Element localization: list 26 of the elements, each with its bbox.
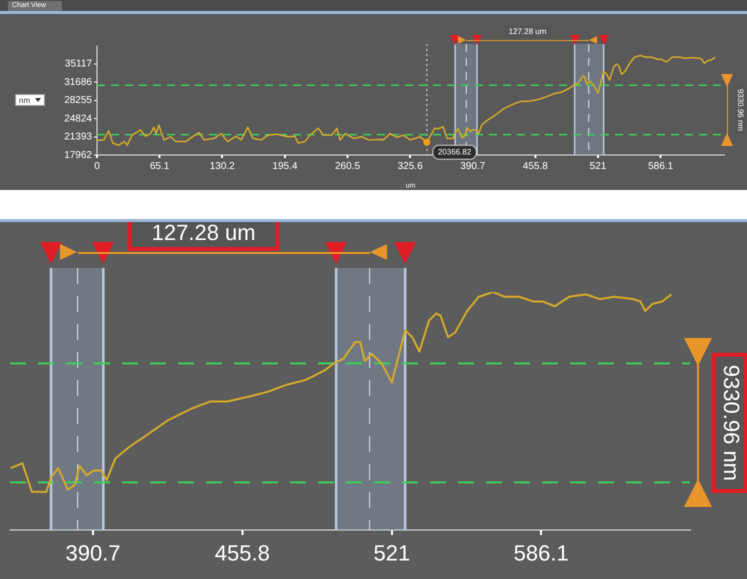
x-tick-label: 65.1 bbox=[150, 160, 170, 172]
x-tick-label: 195.4 bbox=[272, 160, 298, 172]
text: 127.28 um bbox=[508, 27, 547, 36]
y-tick-label: 31686 bbox=[64, 76, 92, 88]
text: 127.28 um bbox=[152, 220, 256, 246]
x-tick-label: 325.6 bbox=[398, 160, 424, 172]
x-tick-label: 455.8 bbox=[214, 540, 270, 566]
text: 9330.96 nm bbox=[736, 88, 745, 132]
y-tick-label: 35117 bbox=[64, 58, 92, 70]
x-tick-label: 521 bbox=[373, 540, 410, 566]
x-tick-label: 521 bbox=[590, 160, 607, 172]
y-tick-label: 28255 bbox=[64, 95, 92, 106]
x-tick-label: 586.1 bbox=[514, 540, 569, 566]
x-tick-label: 130.2 bbox=[210, 160, 236, 172]
x-tick-label: 390.7 bbox=[460, 160, 486, 172]
x-tick-label: 455.8 bbox=[522, 160, 548, 172]
y-tick-label: 17962 bbox=[64, 150, 92, 161]
x-tick-label: 260.5 bbox=[334, 160, 360, 172]
text: 9330.96 nm bbox=[718, 364, 744, 481]
annotation: 20366.82 bbox=[438, 147, 472, 156]
y-axis-title: nm bbox=[19, 96, 30, 104]
x-tick-label: 390.7 bbox=[65, 540, 121, 566]
y-tick-label: 21393 bbox=[64, 132, 92, 143]
x-tick-label: 586.1 bbox=[648, 160, 674, 172]
x-tick-label: 0 bbox=[94, 160, 100, 172]
y-tick-label: 24824 bbox=[64, 113, 92, 124]
